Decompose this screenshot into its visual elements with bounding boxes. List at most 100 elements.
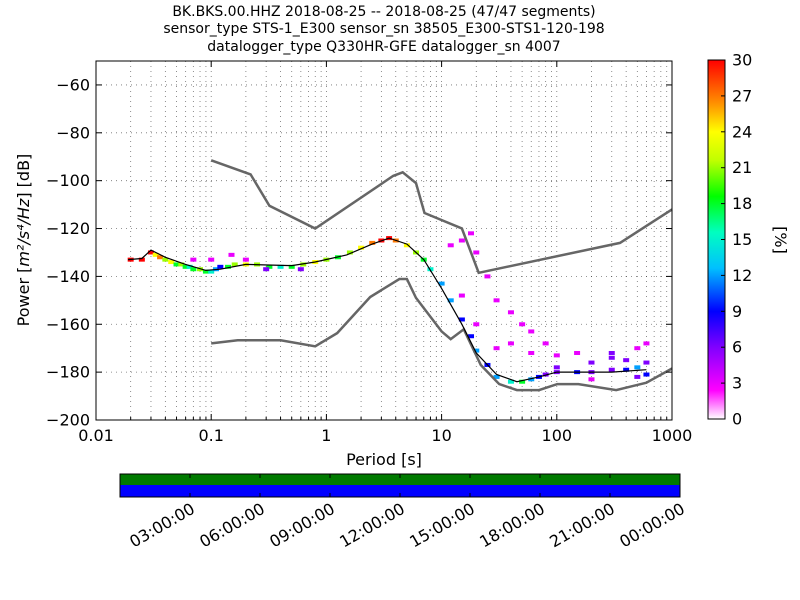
density-cell <box>346 250 353 255</box>
timeline-tick-label: 06:00:00 <box>196 499 268 551</box>
density-cell <box>369 240 376 245</box>
timeline-tick-label: 18:00:00 <box>476 499 548 551</box>
density-cell <box>147 250 154 255</box>
density-cell <box>300 262 307 267</box>
y-axis: −60 −80 −100 −120 −140 −160 −180 −200 <box>46 75 672 430</box>
density-cell <box>468 231 475 236</box>
mode-curve <box>128 237 647 383</box>
density-cell <box>447 298 454 303</box>
density-cell <box>473 348 480 353</box>
density-cell <box>263 267 270 272</box>
density-cell <box>138 257 145 262</box>
density-cell <box>507 341 514 346</box>
density-cell <box>208 257 215 262</box>
colorbar-tick-label: 15 <box>732 230 752 249</box>
density-cell <box>519 379 526 384</box>
density-cell <box>634 374 641 379</box>
y-axis-label-prefix: Power [ <box>14 267 33 327</box>
mode-curve-group <box>128 237 647 383</box>
density-cell <box>157 255 164 260</box>
density-cell <box>231 262 238 267</box>
colorbar-tick-label: 18 <box>732 194 752 213</box>
density-cell <box>242 257 249 262</box>
density-cell <box>473 250 480 255</box>
density-cell <box>228 252 235 257</box>
timeline-tick-label: 03:00:00 <box>126 499 198 551</box>
density-cell <box>643 360 650 365</box>
timeline-tick-label: 09:00:00 <box>266 499 338 551</box>
density-cell <box>493 298 500 303</box>
title-line-1: BK.BKS.00.HHZ 2018-08-25 -- 2018-08-25 (… <box>172 4 595 20</box>
y-tick-label: −100 <box>46 171 90 190</box>
title-line-3: datalogger_type Q330HR-GFE datalogger_sn… <box>207 39 560 55</box>
x-axis-label: Period [s] <box>346 450 422 469</box>
timeline-tick-label: 21:00:00 <box>546 499 618 551</box>
timeline-tick-label: 12:00:00 <box>336 499 408 551</box>
density-cell <box>528 377 535 382</box>
density-cell <box>178 262 185 267</box>
y-tick-label: −200 <box>46 411 90 430</box>
title-line-2: sensor_type STS-1_E300 sensor_sn 38505_E… <box>163 21 604 37</box>
x-tick-label: 1 <box>321 426 331 445</box>
x-tick-label: 1000 <box>652 426 693 445</box>
density-cell <box>643 372 650 377</box>
density-cell <box>643 341 650 346</box>
density-cell <box>542 341 549 346</box>
density-cell <box>225 264 232 269</box>
density-cell <box>152 252 159 257</box>
density-cell <box>186 264 193 269</box>
colorbar-tick-label: 9 <box>732 302 742 321</box>
density-cell <box>574 350 581 355</box>
density-cell <box>493 374 500 379</box>
timeline-top-band <box>120 474 680 485</box>
density-cell <box>266 264 273 269</box>
density-cell <box>403 243 410 248</box>
density-cell <box>493 346 500 351</box>
timeline-tick-label: 00:00:00 <box>616 499 688 551</box>
density-cell <box>202 269 209 274</box>
x-tick-label: 100 <box>542 426 573 445</box>
colorbar-tick-label: 27 <box>732 86 752 105</box>
plot-area <box>95 60 673 421</box>
colorbar-tick-label: 0 <box>732 410 742 429</box>
colorbar: 0 3 6 9 12 15 18 21 24 27 30 <box>707 51 752 429</box>
density-cell <box>608 350 615 355</box>
density-cell <box>208 269 215 274</box>
density-cell <box>458 317 465 322</box>
y-tick-label: −120 <box>46 219 90 238</box>
density-cell <box>190 257 197 262</box>
density-cell <box>608 367 615 372</box>
y-tick-label: −180 <box>46 363 90 382</box>
colorbar-tick-label: 30 <box>732 51 752 70</box>
density-cell <box>634 346 641 351</box>
density-cell <box>438 281 445 286</box>
plot-frame <box>95 60 673 421</box>
colorbar-label: [%] <box>771 226 790 254</box>
colorbar-tick-label: 12 <box>732 266 752 285</box>
density-cell <box>217 264 224 269</box>
density-cell <box>507 310 514 315</box>
density-cell <box>277 264 284 269</box>
y-axis-label-suffix: ] [dB] <box>14 154 33 199</box>
high-noise-model-line <box>210 159 673 275</box>
x-tick-label: 10 <box>431 426 451 445</box>
grid <box>95 61 672 421</box>
noise-models <box>210 159 673 392</box>
colorbar-tick-label: 3 <box>732 374 742 393</box>
density-cell <box>608 355 615 360</box>
density-cell <box>190 267 197 272</box>
colorbar-tick-label: 6 <box>732 338 742 357</box>
density-cell <box>182 264 189 269</box>
y-tick-label: −160 <box>46 315 90 334</box>
density-cell <box>468 334 475 339</box>
density-cell <box>553 353 560 358</box>
density-cell <box>162 257 169 262</box>
density-cell <box>458 238 465 243</box>
density-cell <box>484 274 491 279</box>
x-axis: 0.01 0.1 1 10 100 1000 <box>78 61 692 445</box>
density-cell <box>528 329 535 334</box>
y-axis-label-math: m²/s⁴/Hz <box>14 198 33 267</box>
colorbar-tick-label: 21 <box>732 158 752 177</box>
segment-timeline: 03:00:0006:00:0009:00:0012:00:0015:00:00… <box>119 473 688 551</box>
